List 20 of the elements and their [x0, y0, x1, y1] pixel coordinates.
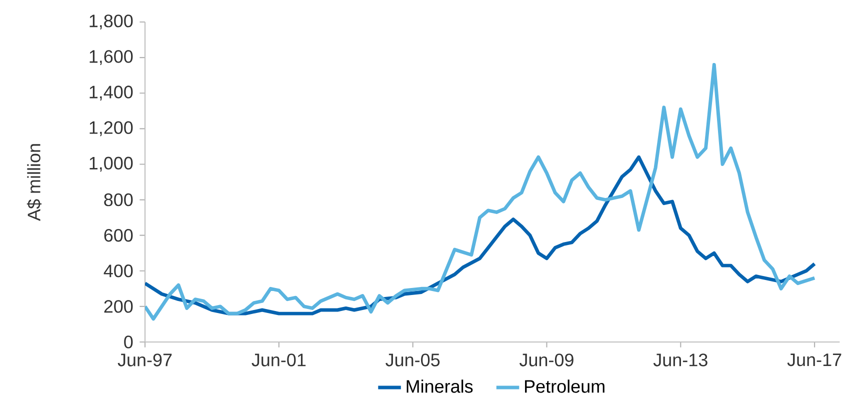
- x-tick-label: Jun-17: [787, 354, 842, 366]
- x-tick-label: Jun-13: [653, 354, 708, 366]
- y-tick-label: 1,600: [90, 50, 133, 65]
- x-tick-label: Jun-09: [519, 354, 574, 366]
- y-tick-label: 200: [104, 300, 133, 313]
- x-tick-label: Jun-05: [386, 354, 440, 366]
- x-tick-label: Jun-97: [118, 354, 172, 366]
- line-series: [145, 62, 816, 321]
- y-tick-label: 0: [124, 336, 133, 348]
- y-tick-label: 1,800: [90, 14, 133, 30]
- y-axis-title: A$ million: [26, 144, 42, 221]
- y-tick-label: 600: [104, 228, 133, 242]
- y-tick-label: 1,400: [90, 86, 133, 101]
- y-tick-label: 1,000: [90, 156, 133, 172]
- x-tick-label: Jun-01: [252, 354, 306, 366]
- y-tick-label: 800: [104, 193, 133, 206]
- legend-label: Minerals: [406, 380, 473, 393]
- legend-label: Petroleum: [525, 380, 604, 393]
- y-tick-label: 1,200: [90, 121, 133, 136]
- y-tick-label: 400: [104, 264, 133, 278]
